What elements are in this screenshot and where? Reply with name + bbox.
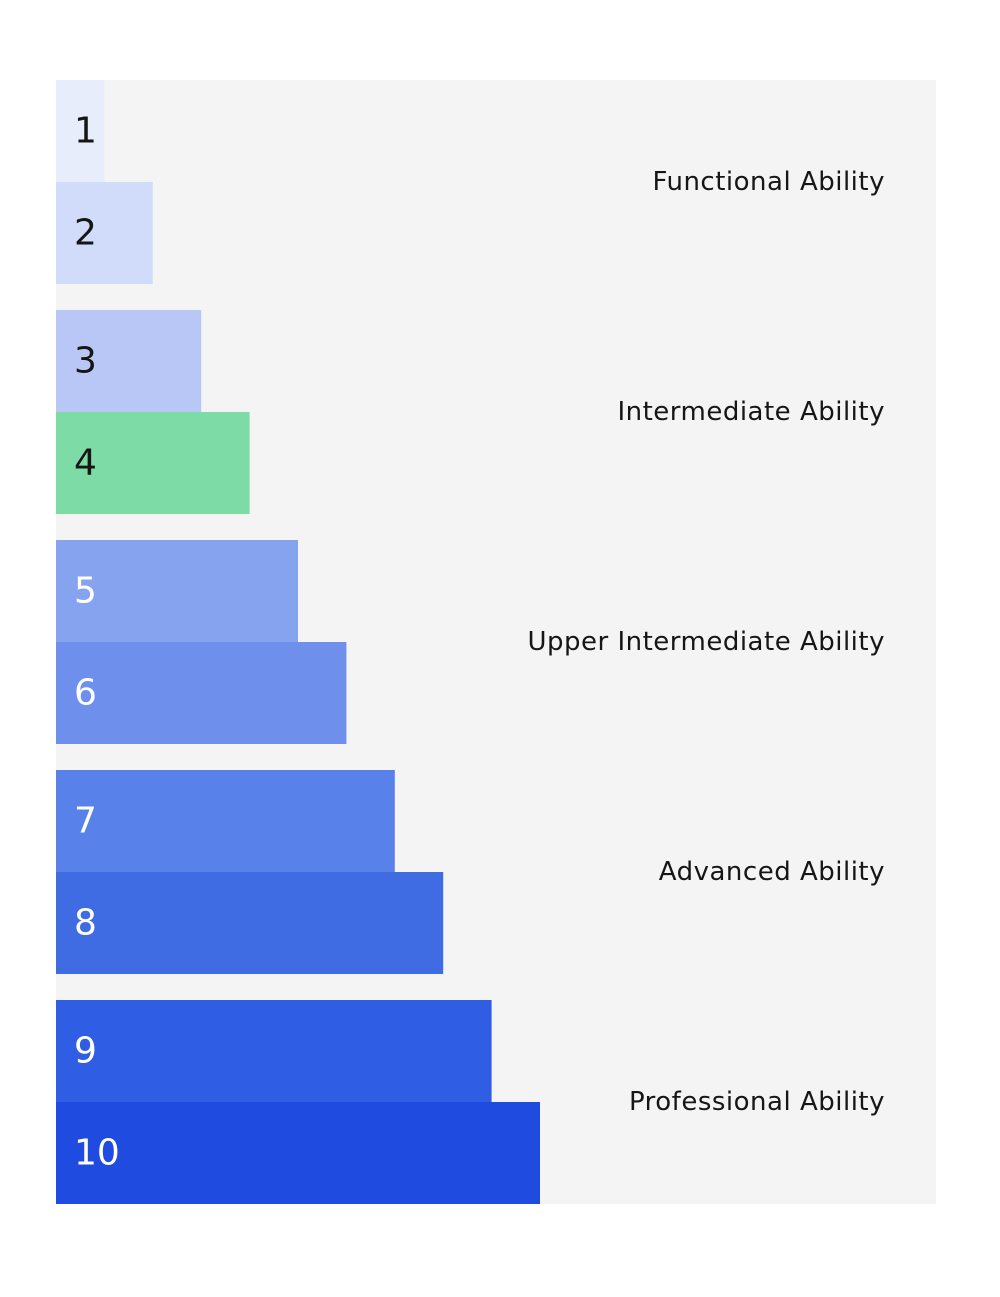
bar-level-10 <box>56 1102 540 1204</box>
bar-label-9: 9 <box>74 1031 97 1072</box>
bar-label-10: 10 <box>74 1133 120 1174</box>
bar-level-2 <box>56 182 153 284</box>
bar-label-3: 3 <box>74 341 97 382</box>
bar-label-4: 4 <box>74 443 97 484</box>
group-label-4: Advanced Ability <box>659 857 885 887</box>
bar-level-7 <box>56 770 395 872</box>
bar-level-1 <box>56 80 105 182</box>
bar-label-8: 8 <box>74 903 97 944</box>
bar-label-6: 6 <box>74 673 97 714</box>
chart-panel: 1 2 Functional Ability 3 4 Intermediate Abili… <box>56 80 936 1204</box>
bar-level-4 <box>56 412 250 514</box>
bar-label-5: 5 <box>74 571 97 612</box>
bar-label-1: 1 <box>74 111 97 152</box>
bar-level-3 <box>56 310 202 412</box>
ability-level-chart: 1 2 Functional Ability 3 4 Intermediate Abili… <box>56 80 885 1204</box>
bar-label-7: 7 <box>74 801 97 842</box>
group-label-5: Professional Ability <box>629 1087 885 1117</box>
bar-label-2: 2 <box>74 213 97 254</box>
bar-level-6 <box>56 642 347 744</box>
group-label-3: Upper Intermediate Ability <box>527 627 885 657</box>
bar-level-5 <box>56 540 298 642</box>
group-label-2: Intermediate Ability <box>617 397 885 427</box>
bar-level-9 <box>56 1000 492 1102</box>
bar-level-8 <box>56 872 444 974</box>
group-label-1: Functional Ability <box>652 167 885 197</box>
